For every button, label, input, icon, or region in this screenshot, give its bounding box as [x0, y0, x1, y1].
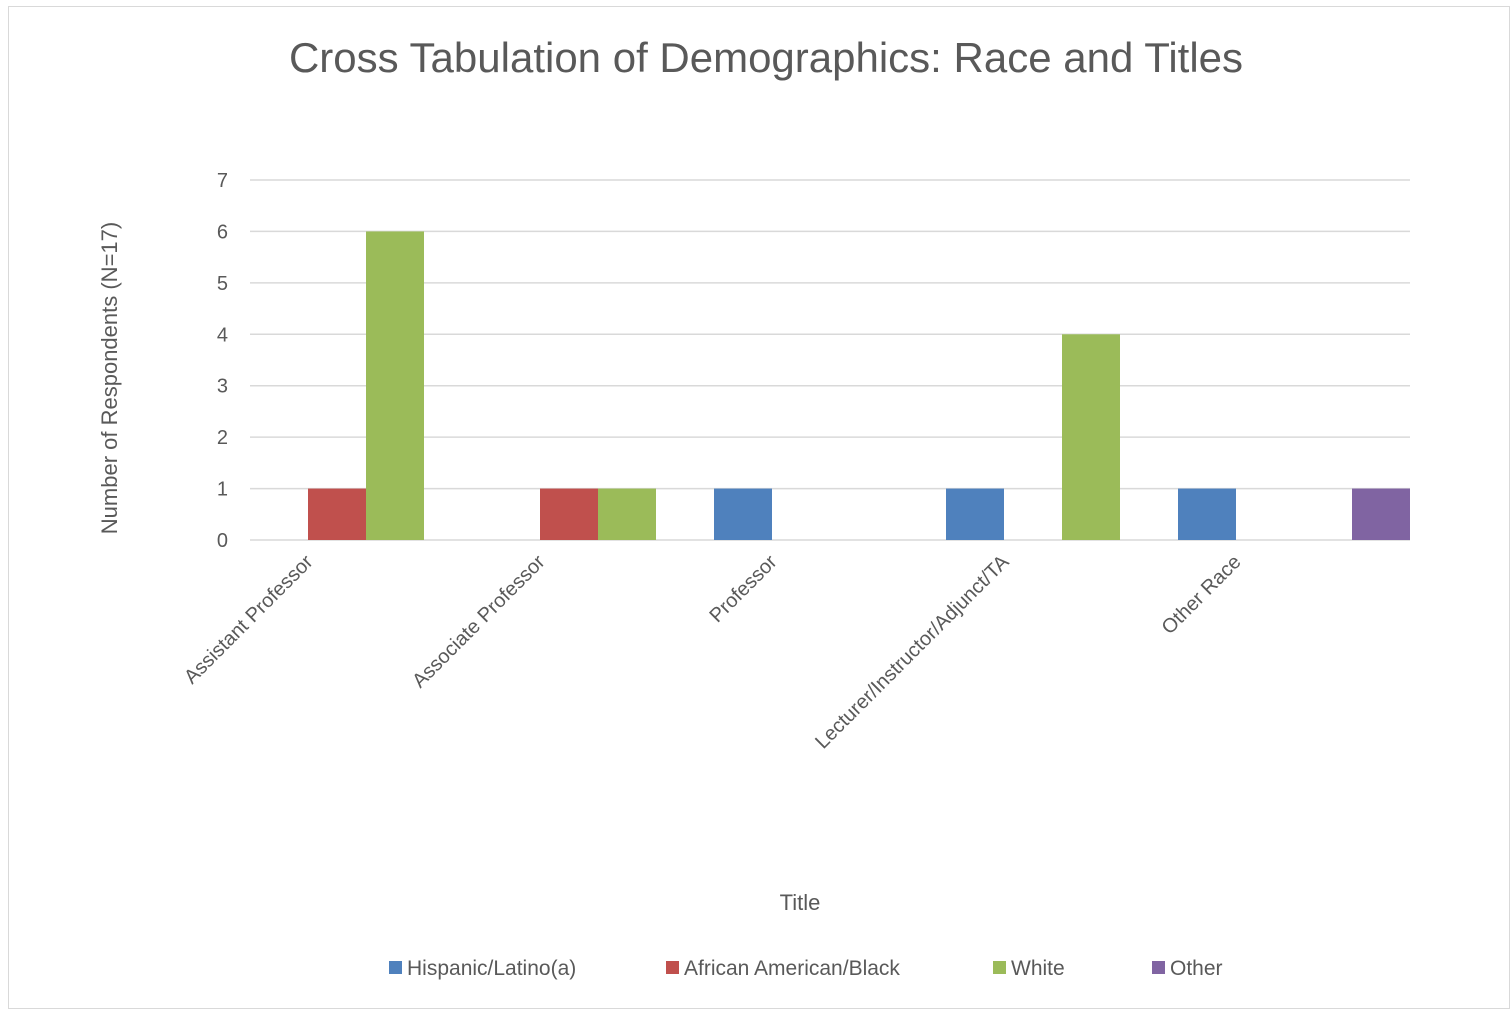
y-tick-label: 7 [217, 170, 228, 192]
legend-label: Other [1170, 957, 1223, 980]
bar [308, 488, 366, 540]
x-tick-label: Assistant Professor [180, 551, 318, 689]
legend-label: Hispanic/Latino(a) [407, 957, 576, 980]
y-axis-label: Number of Respondents (N=17) [97, 222, 122, 534]
y-axis-ticks: 0 1 2 3 4 5 6 7 [217, 170, 228, 552]
y-tick-label: 4 [217, 324, 228, 346]
legend-item: African American/Black [666, 957, 900, 980]
x-axis-label: Title [780, 890, 821, 915]
bar [714, 488, 772, 540]
y-tick-label: 1 [217, 479, 228, 501]
bars [308, 231, 1410, 540]
legend-label: African American/Black [684, 957, 900, 980]
bar [1178, 488, 1236, 540]
y-tick-label: 6 [217, 221, 228, 243]
x-tick-label: Professor [705, 551, 781, 627]
bar [366, 231, 424, 540]
y-tick-label: 3 [217, 376, 228, 398]
y-tick-label: 2 [217, 427, 228, 449]
bar [1352, 488, 1410, 540]
y-tick-label: 0 [217, 530, 228, 552]
x-tick-label: Lecturer/Instructor/Adjunct/TA [811, 551, 1014, 754]
x-tick-label: Associate Professor [408, 551, 550, 693]
legend-item: Other [1152, 957, 1223, 980]
legend-swatch [666, 961, 679, 974]
y-tick-label: 5 [217, 273, 228, 295]
bar [946, 488, 1004, 540]
legend: Hispanic/Latino(a) African American/Black… [389, 957, 1223, 980]
legend-item: Hispanic/Latino(a) [389, 957, 576, 980]
bar [540, 488, 598, 540]
bar [598, 488, 656, 540]
legend-swatch [389, 961, 402, 974]
legend-swatch [993, 961, 1006, 974]
chart-title: Cross Tabulation of Demographics: Race a… [289, 34, 1243, 81]
legend-swatch [1152, 961, 1165, 974]
x-tick-label: Other Race [1158, 551, 1246, 639]
bar [1062, 334, 1120, 540]
legend-label: White [1011, 957, 1065, 980]
x-axis-ticks: Assistant Professor Associate Professor Pr… [180, 551, 1245, 754]
legend-item: White [993, 957, 1065, 980]
